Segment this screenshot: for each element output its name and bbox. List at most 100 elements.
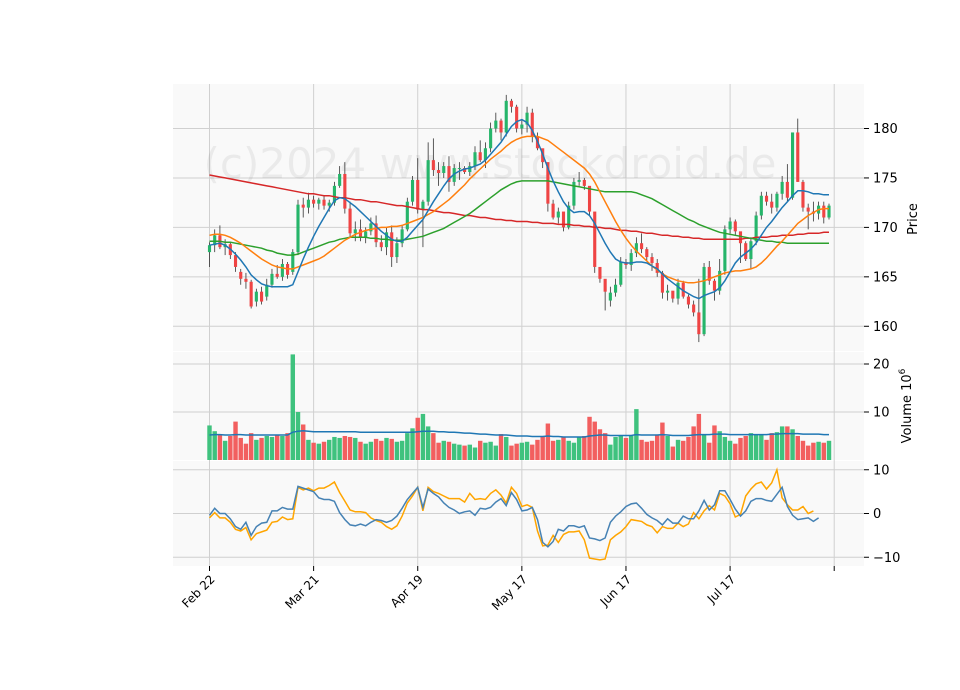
volume-bar <box>259 437 264 460</box>
volume-bar <box>576 436 582 460</box>
volume-bar <box>431 433 436 460</box>
candle-body <box>332 185 337 203</box>
candle-body <box>530 112 534 137</box>
candle-body <box>473 152 477 167</box>
volume-bar <box>649 440 655 460</box>
price-tick-label: 175 <box>873 171 898 186</box>
volume-bar <box>753 434 759 460</box>
candle-body <box>666 290 670 293</box>
x-tick-label: Jun 17 <box>597 572 634 609</box>
volume-bar <box>530 444 535 460</box>
volume-bar <box>514 443 519 460</box>
osc-tick-label: −10 <box>873 551 900 566</box>
candle-body <box>306 199 310 208</box>
volume-bar <box>238 437 243 460</box>
candle-body <box>390 232 394 258</box>
volume-bar <box>306 439 311 460</box>
volume-bar <box>665 436 670 460</box>
candle-body <box>801 181 805 208</box>
volume-bar <box>571 442 577 460</box>
candle-body <box>827 205 831 218</box>
candle-body <box>738 231 743 244</box>
volume-bar <box>451 443 457 460</box>
volume-bar <box>712 425 717 460</box>
volume-axis-exponent: 6 <box>898 368 908 374</box>
candle-body <box>312 199 316 204</box>
candle-body <box>431 160 435 171</box>
volume-bar <box>337 437 342 460</box>
volume-bar <box>587 416 592 460</box>
volume-bar <box>457 444 462 460</box>
volume-bar <box>608 444 613 460</box>
candle-body <box>712 280 717 291</box>
volume-bar <box>743 436 748 460</box>
candle-body <box>692 304 696 313</box>
candle-body <box>379 242 383 248</box>
candle-body <box>587 185 592 212</box>
candle-body <box>572 181 576 206</box>
volume-bar <box>509 445 514 460</box>
volume-bar <box>602 433 608 460</box>
volume-bar <box>722 436 728 460</box>
candle-body <box>270 273 274 285</box>
candle-body <box>499 120 503 133</box>
volume-bar <box>561 436 566 460</box>
candle-body <box>275 273 279 277</box>
candle-body <box>707 266 711 281</box>
candle-body <box>426 160 430 202</box>
candle-body <box>655 262 659 273</box>
volume-axis-label: Volume 106 <box>898 368 915 443</box>
volume-bar <box>681 440 686 460</box>
candle-body <box>681 282 685 297</box>
volume-bar <box>264 436 269 460</box>
candle-body <box>775 193 779 208</box>
volume-bar <box>243 443 249 460</box>
indicator-lines <box>208 118 829 561</box>
candle-body <box>244 278 248 282</box>
candle-body <box>478 152 482 161</box>
candle-body <box>254 291 258 302</box>
candle-body <box>759 195 763 216</box>
candle-body <box>645 249 649 258</box>
volume-bar <box>316 443 322 460</box>
oscillator-line-b <box>208 467 814 561</box>
candle-body <box>494 120 498 129</box>
volume-bar <box>280 436 285 460</box>
candle-body <box>358 229 363 238</box>
candle-body <box>317 199 321 204</box>
candle-body <box>733 221 737 232</box>
candle-body <box>421 201 425 210</box>
volume-bar <box>327 439 332 460</box>
candle-body <box>525 112 529 125</box>
candle-body <box>520 124 524 129</box>
volume-bar <box>639 439 644 460</box>
volume-bar <box>738 437 743 460</box>
volume-bar <box>483 442 488 460</box>
candle-body <box>676 282 680 299</box>
candle-body <box>650 257 654 263</box>
volume-bar <box>207 425 212 460</box>
candle-body <box>348 208 352 234</box>
candle-body <box>780 181 784 194</box>
price-tick-label: 170 <box>873 221 898 236</box>
volume-bar <box>816 441 821 460</box>
candle-body <box>233 255 238 267</box>
volume-bar <box>248 433 254 460</box>
candle-body <box>822 205 826 218</box>
candle-body <box>764 195 769 202</box>
candle-body <box>457 168 461 170</box>
volume-bar <box>696 413 702 460</box>
candle-body <box>259 291 264 302</box>
volume-bar <box>300 424 306 460</box>
price-tick-label: 165 <box>873 270 898 285</box>
candle-body <box>790 132 795 198</box>
volume-bar <box>373 438 379 460</box>
volume-bar <box>805 445 811 460</box>
volume-bar <box>785 426 790 460</box>
volume-bar <box>764 439 769 460</box>
volume-bar <box>274 435 280 460</box>
candle-body <box>343 173 347 209</box>
volume-bar <box>759 435 764 460</box>
candle-body <box>213 235 217 246</box>
volume-bar <box>535 439 540 460</box>
